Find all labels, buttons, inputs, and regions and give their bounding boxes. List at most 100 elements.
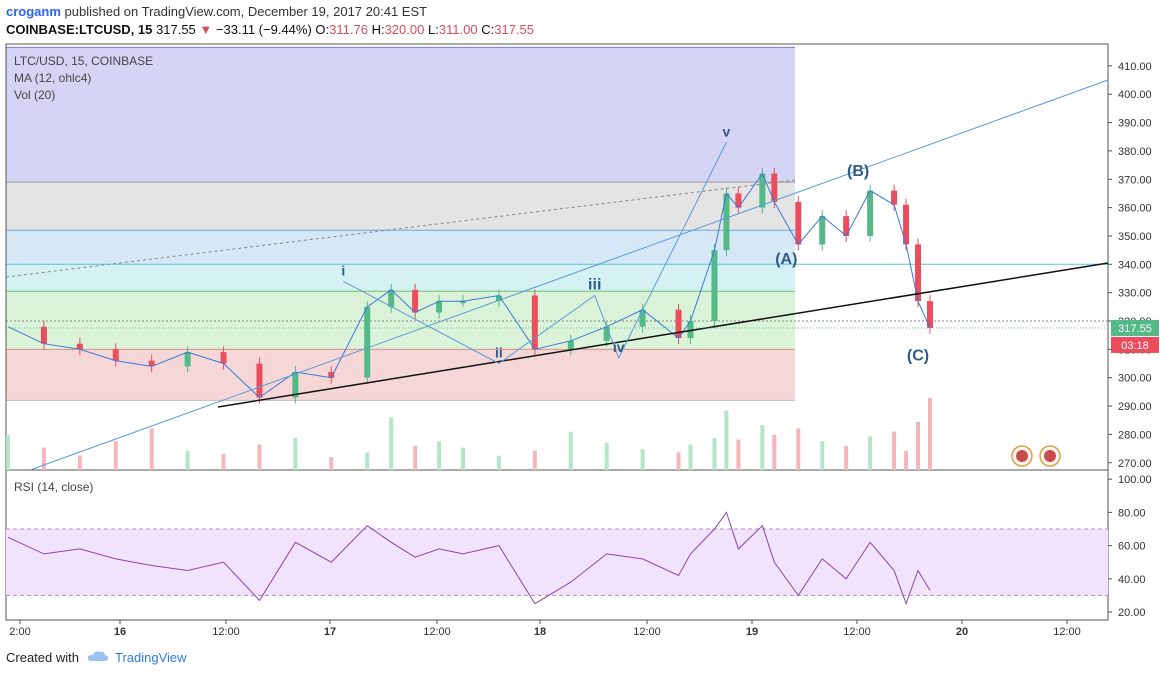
legend-ma[interactable]: MA (12, ohlc4)	[14, 71, 92, 85]
candle-body	[795, 201, 802, 245]
candle-body	[388, 289, 395, 307]
countdown-label: 03:18	[1121, 340, 1149, 352]
price-axis-label: 280.00	[1118, 429, 1152, 441]
candle-body	[436, 301, 443, 313]
volume-bar	[640, 449, 645, 470]
channel-trendline	[29, 79, 1109, 471]
legend-volume[interactable]: Vol (20)	[14, 88, 56, 102]
candle-body	[927, 301, 933, 328]
volume-bar	[77, 455, 82, 470]
volume-bar	[928, 398, 932, 470]
volume-bar	[293, 438, 298, 470]
low-value: 311.00	[438, 22, 478, 37]
volume-bar	[41, 447, 46, 470]
candle-body	[771, 173, 778, 202]
change-arrow-icon: ▼	[199, 22, 213, 37]
price-axis-label: 290.00	[1118, 401, 1152, 413]
volume-bar	[892, 431, 897, 470]
ma-line	[7, 172, 931, 399]
price-chart[interactable]: 270.00280.00290.00300.00310.00320.00330.…	[0, 40, 1172, 640]
volume-bar	[149, 428, 154, 470]
last-price-label: 317.55	[1118, 323, 1152, 335]
time-axis-label: 19	[746, 626, 758, 638]
volume-bar	[904, 450, 909, 470]
time-axis-label: 16	[114, 626, 126, 638]
candle-body	[184, 352, 191, 367]
ohlc-bar: COINBASE:LTCUSD, 15 317.55 ▼ −33.11 (−9.…	[6, 22, 534, 37]
footer: Created with TradingView	[6, 650, 187, 665]
wave-label: i	[341, 262, 345, 278]
volume-bar	[113, 441, 118, 470]
candle-body	[759, 173, 766, 208]
wave-label: (A)	[775, 251, 797, 268]
legend-symbol[interactable]: LTC/USD, 15, COINBASE	[14, 54, 154, 68]
publish-text: published on TradingView.com, December 1…	[64, 4, 428, 19]
candle-body	[412, 289, 419, 313]
low-label: L:	[427, 22, 439, 37]
candle-body	[915, 244, 922, 302]
price-axis-label: 410.00	[1118, 61, 1152, 73]
time-axis-label: 2:00	[9, 626, 30, 638]
support-trendline	[217, 262, 1109, 408]
volume-bar	[568, 431, 573, 470]
candle-body	[819, 216, 826, 245]
wave-label: (B)	[847, 163, 869, 180]
open-label: O:	[315, 22, 330, 37]
time-axis-label: 17	[324, 626, 336, 638]
volume-bar	[6, 434, 10, 470]
change-value: −33.11 (−9.44%)	[215, 22, 312, 37]
volume-bar	[916, 422, 921, 470]
candle-body	[531, 295, 538, 350]
volume-bar	[772, 434, 777, 470]
time-axis-label: 20	[956, 626, 968, 638]
fib-zone	[6, 349, 795, 401]
volume-bar	[796, 428, 801, 470]
author-link[interactable]: croganm	[6, 4, 61, 19]
candle-body	[364, 306, 371, 378]
price-axis-label: 360.00	[1118, 203, 1152, 215]
rsi-band	[6, 529, 1108, 596]
last-value: 317.55	[156, 22, 196, 37]
economic-event-flag-icon	[1016, 450, 1028, 462]
candle-body	[687, 321, 694, 339]
volume-bar	[461, 447, 466, 470]
rsi-axis-label: 40.00	[1118, 574, 1146, 586]
rsi-legend[interactable]: RSI (14, close)	[14, 480, 94, 494]
candle-body	[639, 309, 646, 327]
volume-bar	[676, 452, 681, 470]
candle-body	[603, 326, 610, 341]
time-axis-label: 12:00	[843, 626, 871, 638]
volume-bar	[712, 438, 717, 470]
candle-body	[723, 193, 730, 251]
time-axis-label: 12:00	[423, 626, 451, 638]
tradingview-link[interactable]: TradingView	[114, 650, 187, 665]
close-value: 317.55	[494, 22, 534, 37]
price-axis-label: 380.00	[1118, 146, 1152, 158]
high-value: 320.00	[384, 22, 425, 37]
candle-body	[292, 372, 299, 398]
rsi-axis-label: 20.00	[1118, 607, 1146, 619]
rsi-axis-label: 80.00	[1118, 507, 1146, 519]
open-value: 311.76	[329, 22, 368, 37]
volume-bar	[437, 441, 442, 470]
fib-zone	[6, 230, 795, 265]
wave-label: ii	[495, 345, 503, 361]
fib-zone	[6, 47, 795, 183]
volume-bar	[724, 410, 729, 470]
countdown-badge	[1111, 336, 1159, 353]
fib-zone	[6, 264, 795, 292]
candle-body	[495, 295, 502, 302]
candle-body	[843, 216, 850, 236]
price-axis-label: 270.00	[1118, 458, 1152, 470]
candle-body	[76, 343, 83, 350]
last-price-badge	[1111, 319, 1159, 336]
candle-body	[256, 363, 263, 398]
wave-label: (C)	[907, 347, 929, 364]
price-axis-label: 390.00	[1118, 118, 1152, 130]
close-label: C:	[481, 22, 495, 37]
high-label: H:	[371, 22, 385, 37]
volume-bar	[868, 436, 873, 470]
wave-label: iv	[613, 339, 625, 355]
volume-bar	[413, 446, 418, 470]
tradingview-logo-icon	[87, 650, 109, 665]
